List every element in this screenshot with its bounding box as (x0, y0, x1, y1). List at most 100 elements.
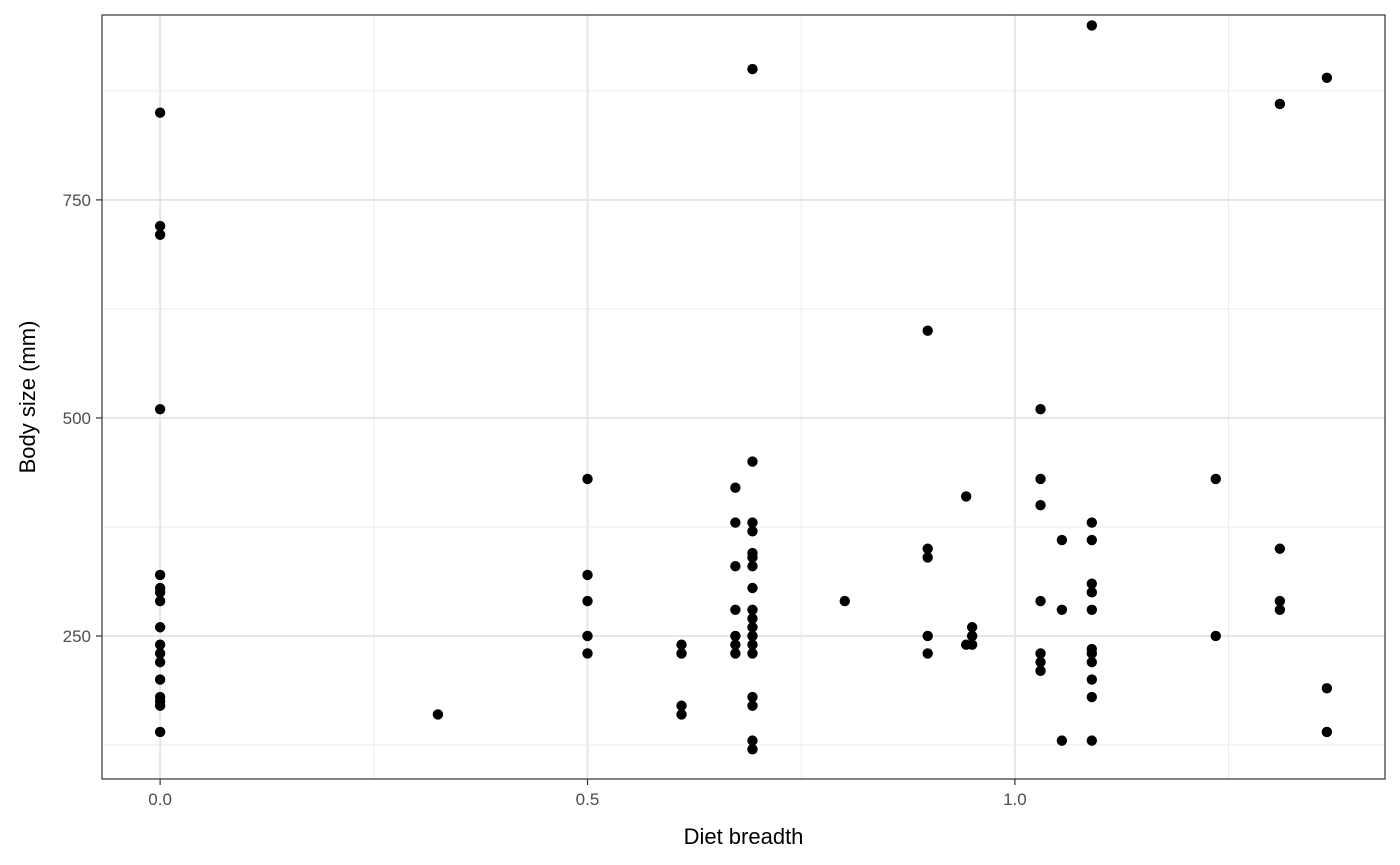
data-point-44 (747, 622, 758, 633)
data-point-16 (154, 726, 166, 738)
data-point-46 (747, 639, 758, 650)
data-point-11 (154, 656, 166, 668)
data-point-76 (1086, 578, 1098, 589)
data-point-61 (966, 630, 978, 642)
data-point-74 (1086, 517, 1098, 528)
data-point-49 (747, 700, 758, 711)
data-point-41 (747, 582, 758, 594)
data-point-36 (747, 517, 758, 528)
data-point-64 (1035, 473, 1046, 485)
data-point-77 (1086, 587, 1098, 598)
data-point-85 (1210, 473, 1221, 485)
data-point-56 (922, 630, 933, 642)
data-point-86 (1210, 630, 1221, 642)
data-point-17 (432, 709, 444, 720)
data-point-57 (922, 648, 933, 659)
minor-gridlines (102, 15, 1385, 779)
data-point-67 (1035, 648, 1046, 659)
data-point-7 (154, 595, 166, 607)
data-point-39 (747, 552, 758, 563)
y-tick-label-2: 750 (63, 191, 91, 210)
data-point-35 (747, 456, 758, 467)
data-point-8 (154, 622, 166, 633)
data-point-72 (1056, 735, 1068, 746)
data-point-15 (154, 700, 166, 711)
data-point-30 (730, 604, 741, 616)
data-point-54 (922, 543, 933, 554)
data-point-27 (730, 482, 741, 493)
data-point-60 (966, 622, 978, 633)
data-point-92 (1321, 683, 1333, 694)
data-point-75 (1086, 534, 1098, 546)
data-point-88 (1274, 543, 1286, 554)
x-tick-label-2: 1.0 (1003, 790, 1027, 809)
data-point-25 (676, 700, 687, 711)
data-point-1 (154, 220, 166, 232)
data-point-58 (960, 491, 972, 502)
data-point-55 (922, 552, 933, 563)
data-point-37 (747, 526, 758, 537)
data-point-21 (582, 630, 593, 642)
data-point-91 (1321, 72, 1333, 83)
data-point-93 (1321, 726, 1333, 738)
data-point-12 (154, 674, 166, 685)
data-point-22 (582, 648, 593, 659)
data-point-90 (1274, 604, 1286, 616)
data-point-0 (154, 107, 166, 118)
data-point-50 (747, 735, 758, 746)
y-axis-title: Body size (mm) (15, 321, 40, 474)
data-points (154, 20, 1333, 755)
data-point-52 (839, 595, 850, 607)
data-point-89 (1274, 595, 1286, 607)
data-point-80 (1086, 648, 1098, 659)
data-point-23 (676, 639, 687, 650)
data-point-68 (1035, 656, 1046, 668)
data-point-69 (1035, 665, 1046, 677)
data-point-81 (1086, 656, 1098, 668)
data-point-48 (747, 691, 758, 703)
data-point-31 (730, 630, 741, 642)
data-point-34 (747, 63, 758, 75)
data-point-32 (730, 639, 741, 650)
data-point-65 (1035, 499, 1046, 511)
data-point-2 (154, 229, 166, 240)
data-point-29 (730, 560, 741, 572)
data-point-84 (1086, 735, 1098, 746)
data-point-71 (1056, 604, 1068, 616)
data-point-62 (966, 639, 978, 650)
y-tick-label-0: 250 (63, 627, 91, 646)
data-point-20 (582, 595, 593, 607)
data-point-18 (582, 473, 593, 485)
data-point-70 (1056, 534, 1068, 546)
data-point-10 (154, 648, 166, 659)
x-axis: 0.0 0.5 1.0 (148, 779, 1027, 809)
data-point-40 (747, 560, 758, 572)
data-point-3 (154, 404, 166, 415)
data-point-66 (1035, 595, 1046, 607)
y-tick-label-1: 500 (63, 409, 91, 428)
x-axis-title: Diet breadth (684, 824, 804, 849)
data-point-43 (747, 613, 758, 624)
data-point-83 (1086, 691, 1098, 703)
data-point-73 (1086, 20, 1098, 31)
data-point-87 (1274, 98, 1286, 110)
data-point-53 (922, 325, 933, 336)
data-point-4 (154, 569, 166, 581)
data-point-33 (730, 648, 741, 659)
panel-border (101, 14, 1386, 780)
data-point-24 (676, 648, 687, 659)
y-axis: 250 500 750 (63, 191, 102, 646)
data-point-42 (747, 604, 758, 616)
data-point-26 (676, 709, 687, 720)
data-point-19 (582, 569, 593, 581)
data-point-47 (747, 648, 758, 659)
data-point-82 (1086, 674, 1098, 685)
x-tick-label-1: 0.5 (576, 790, 600, 809)
data-point-78 (1086, 604, 1098, 616)
data-point-45 (747, 630, 758, 642)
data-point-6 (154, 587, 166, 598)
data-point-51 (747, 744, 758, 755)
data-point-63 (1035, 404, 1046, 415)
